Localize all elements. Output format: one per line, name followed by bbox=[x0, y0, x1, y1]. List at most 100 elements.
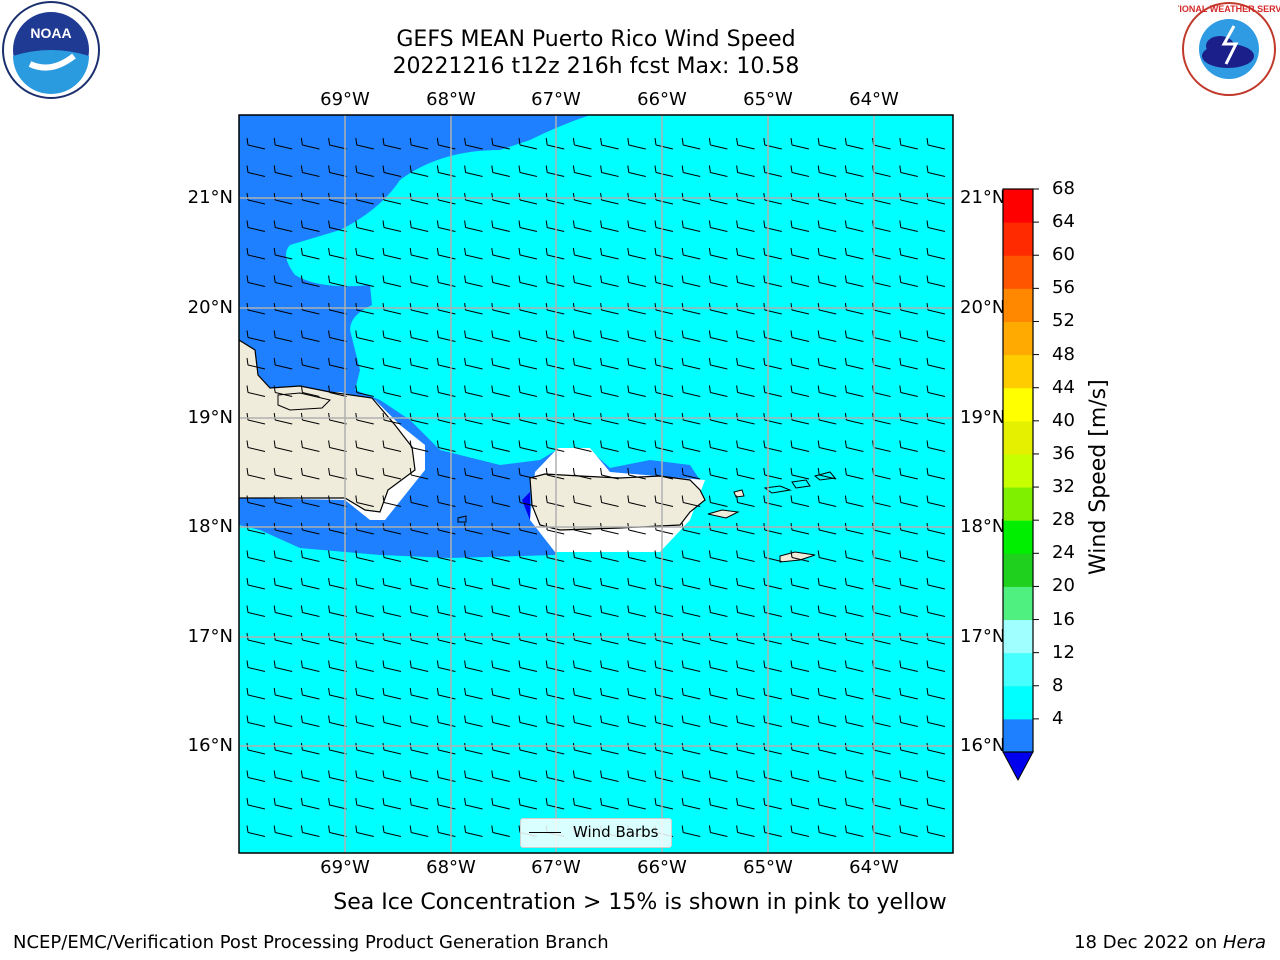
wind-barb bbox=[627, 330, 646, 342]
wind-barb bbox=[926, 275, 946, 287]
wind-barb bbox=[627, 687, 646, 700]
footer-date-text: 18 Dec 2022 on bbox=[1074, 932, 1223, 953]
colorbar-tick-label: 12 bbox=[1052, 641, 1075, 663]
wind-barb bbox=[817, 247, 837, 260]
wind-barb bbox=[572, 495, 592, 507]
wind-barb bbox=[817, 165, 837, 177]
wind-barb bbox=[300, 440, 320, 452]
colorbar-segment bbox=[1003, 652, 1033, 687]
wind-barb bbox=[817, 220, 837, 232]
wind-barb bbox=[355, 330, 374, 342]
colorbar-tick-label: 68 bbox=[1052, 178, 1075, 199]
wind-barb bbox=[300, 660, 320, 672]
wind-barb bbox=[273, 715, 293, 727]
lat-label-right: 19°N bbox=[960, 407, 1006, 428]
wind-barb bbox=[355, 825, 374, 837]
wind-barb bbox=[300, 302, 320, 315]
wind-barb bbox=[844, 770, 864, 782]
wind-barb bbox=[246, 687, 266, 700]
wind-barb bbox=[518, 357, 538, 370]
wind-barb bbox=[681, 550, 701, 562]
wind-barb bbox=[926, 357, 946, 370]
wind-barb bbox=[627, 797, 646, 810]
wind-barb bbox=[464, 412, 483, 425]
colorbar bbox=[1002, 188, 1039, 782]
wind-barb bbox=[736, 770, 755, 782]
lon-label-top: 67°W bbox=[531, 89, 581, 110]
wind-barb bbox=[328, 385, 347, 397]
wind-barb bbox=[518, 302, 538, 315]
wind-barb bbox=[736, 605, 755, 617]
mona-island bbox=[457, 515, 467, 523]
wind-barb bbox=[681, 385, 701, 397]
colorbar-tick-label: 52 bbox=[1052, 310, 1075, 332]
wind-barb bbox=[491, 797, 510, 810]
wind-barb bbox=[736, 137, 755, 150]
wind-barb bbox=[273, 825, 293, 837]
wind-barb bbox=[844, 165, 864, 177]
wind-barb bbox=[600, 577, 619, 590]
wind-barb bbox=[926, 440, 946, 452]
wind-barb bbox=[246, 385, 266, 397]
wind-barb bbox=[355, 440, 374, 452]
wind-barb bbox=[600, 137, 619, 150]
wind-barb bbox=[899, 220, 918, 232]
wind-barb bbox=[817, 660, 837, 672]
colorbar-segment bbox=[1003, 420, 1033, 455]
wind-barb bbox=[899, 165, 918, 177]
noaa-logo: NOAA bbox=[2, 1, 100, 99]
wind-barb bbox=[328, 192, 347, 205]
wind-barb bbox=[382, 275, 402, 287]
wind-barb bbox=[273, 357, 293, 370]
wind-barb bbox=[708, 192, 728, 205]
colorbar-extend-arrow bbox=[1002, 751, 1034, 782]
wind-barb bbox=[572, 577, 592, 590]
wind-barb bbox=[926, 385, 946, 397]
wind-barb bbox=[817, 715, 837, 727]
wind-barb bbox=[790, 247, 810, 260]
wind-barb bbox=[382, 137, 402, 150]
wind-barb bbox=[899, 137, 918, 150]
wind-barbs bbox=[246, 137, 946, 837]
wind-barb bbox=[273, 137, 293, 150]
wind-barb bbox=[926, 715, 946, 727]
wind-barb bbox=[491, 330, 510, 342]
wind-barb bbox=[899, 247, 918, 260]
wind-barb bbox=[790, 550, 810, 562]
wind-barb bbox=[708, 797, 728, 810]
wind-barb bbox=[300, 357, 320, 370]
wind-barb bbox=[708, 165, 728, 177]
wind-barbs-legend: Wind Barbs bbox=[520, 818, 672, 848]
wind-barb bbox=[817, 137, 837, 150]
wind-barb bbox=[300, 247, 320, 260]
wind-barb bbox=[300, 797, 320, 810]
wind-barb bbox=[300, 192, 320, 205]
wind-barb bbox=[382, 495, 402, 507]
wind-barb bbox=[246, 330, 266, 342]
wind-barb bbox=[844, 660, 864, 672]
wind-barb bbox=[464, 605, 483, 617]
wind-barb bbox=[817, 357, 837, 370]
wind-barb bbox=[409, 385, 429, 397]
wind-barb bbox=[817, 577, 837, 590]
wind-barb bbox=[328, 550, 347, 562]
wind-barb bbox=[817, 687, 837, 700]
wind-barb bbox=[409, 687, 429, 700]
wind-barb bbox=[328, 412, 347, 425]
wind-barb bbox=[273, 495, 293, 507]
wind-barb bbox=[926, 247, 946, 260]
wind-barb bbox=[899, 357, 918, 370]
sea-ice-note: Sea Ice Concentration > 15% is shown in … bbox=[333, 890, 947, 915]
wind-barb bbox=[436, 577, 456, 590]
wind-barb bbox=[790, 440, 810, 452]
wind-barb bbox=[355, 770, 374, 782]
wind-barb bbox=[926, 412, 946, 425]
wind-barb bbox=[273, 550, 293, 562]
wind-barb bbox=[246, 550, 266, 562]
wind-barb bbox=[273, 247, 293, 260]
wind-barb bbox=[627, 577, 646, 590]
wind-barb bbox=[654, 412, 674, 425]
low-wind-band-north bbox=[239, 115, 590, 420]
wind-barb bbox=[355, 385, 374, 397]
wind-barb bbox=[246, 605, 266, 617]
